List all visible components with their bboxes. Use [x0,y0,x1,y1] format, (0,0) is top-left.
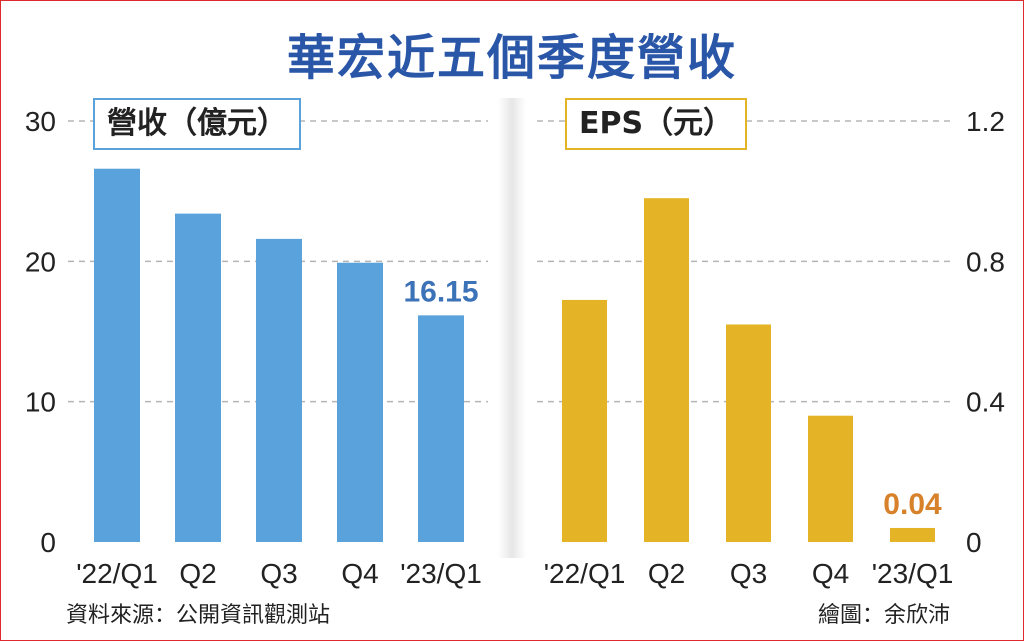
revenue-bar [256,238,302,542]
eps-ytick-label: 0.4 [966,387,1005,418]
eps-bar [562,299,607,542]
revenue-category-label: '23/Q1 [400,558,482,589]
eps-category-label: Q3 [730,558,767,589]
eps-category-label: '22/Q1 [544,558,626,589]
revenue-category-label: Q3 [260,558,297,589]
revenue-bar [418,315,464,542]
revenue-ytick-label: 30 [25,106,56,137]
credit-note: 繪圖：余欣沛 [817,603,950,628]
revenue-unit-label: 營收（億元） [93,98,301,150]
panel-divider [498,98,526,558]
eps-bar [726,324,771,542]
source-note: 資料來源：公開資訊觀測站 [66,603,331,628]
revenue-ytick-label: 20 [25,246,56,277]
revenue-category-label: Q2 [179,558,216,589]
revenue-data-label: 16.15 [403,275,478,308]
eps-category-label: '23/Q1 [872,558,954,589]
eps-bar [890,527,935,542]
revenue-ytick-label: 10 [25,387,56,418]
page-title: 華宏近五個季度營收 [286,30,737,86]
eps-bar [808,415,853,542]
eps-bar [644,198,689,542]
revenue-bar [175,213,221,542]
eps-data-label: 0.04 [883,488,942,521]
eps-category-label: Q2 [648,558,685,589]
eps-ytick-label: 0.8 [966,246,1005,277]
revenue-ytick-label: 0 [40,527,56,558]
eps-ytick-label: 0 [966,527,982,558]
revenue-bar [94,168,140,543]
revenue-category-label: Q4 [341,558,378,589]
eps-ytick-label: 1.2 [966,106,1005,137]
revenue-bar [337,262,383,542]
eps-category-label: Q4 [812,558,849,589]
revenue-category-label: '22/Q1 [76,558,158,589]
eps-unit-label: EPS（元） [565,98,748,150]
